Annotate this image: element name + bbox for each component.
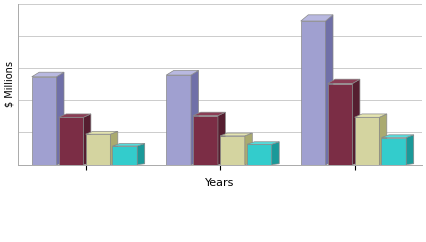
Bar bbox=[301, 21, 325, 165]
Polygon shape bbox=[379, 114, 387, 165]
X-axis label: Years: Years bbox=[205, 178, 235, 189]
Bar bbox=[193, 116, 218, 165]
Polygon shape bbox=[86, 131, 118, 134]
Bar bbox=[328, 83, 352, 165]
Polygon shape bbox=[137, 144, 145, 165]
Polygon shape bbox=[354, 114, 387, 117]
Bar bbox=[59, 117, 83, 165]
Polygon shape bbox=[166, 70, 199, 75]
Polygon shape bbox=[112, 144, 145, 146]
Polygon shape bbox=[272, 142, 279, 165]
Polygon shape bbox=[245, 133, 252, 165]
Polygon shape bbox=[191, 70, 199, 165]
Bar bbox=[86, 134, 110, 165]
Polygon shape bbox=[382, 135, 414, 137]
Y-axis label: $ Millions: $ Millions bbox=[4, 61, 14, 107]
Polygon shape bbox=[247, 142, 279, 144]
Polygon shape bbox=[325, 15, 333, 165]
Polygon shape bbox=[301, 15, 333, 21]
Polygon shape bbox=[193, 112, 225, 116]
Bar bbox=[354, 117, 379, 165]
Bar bbox=[166, 75, 191, 165]
Polygon shape bbox=[328, 79, 360, 83]
Polygon shape bbox=[220, 133, 252, 136]
Polygon shape bbox=[406, 135, 414, 165]
Polygon shape bbox=[57, 72, 64, 165]
Bar bbox=[112, 146, 137, 165]
Bar bbox=[32, 77, 57, 165]
Polygon shape bbox=[110, 131, 118, 165]
Polygon shape bbox=[83, 114, 91, 165]
Polygon shape bbox=[59, 114, 91, 117]
Polygon shape bbox=[32, 72, 64, 77]
Bar bbox=[220, 136, 245, 165]
Bar bbox=[382, 137, 406, 165]
Polygon shape bbox=[352, 79, 360, 165]
Bar bbox=[247, 144, 272, 165]
Polygon shape bbox=[218, 112, 225, 165]
